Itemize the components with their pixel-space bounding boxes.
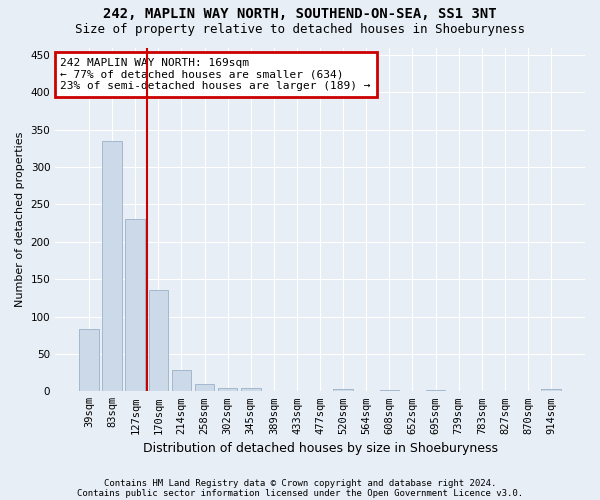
- Text: 242, MAPLIN WAY NORTH, SOUTHEND-ON-SEA, SS1 3NT: 242, MAPLIN WAY NORTH, SOUTHEND-ON-SEA, …: [103, 8, 497, 22]
- Bar: [241, 388, 260, 392]
- Bar: [541, 389, 561, 392]
- Bar: [172, 370, 191, 392]
- Bar: [195, 384, 214, 392]
- Bar: [79, 330, 99, 392]
- X-axis label: Distribution of detached houses by size in Shoeburyness: Distribution of detached houses by size …: [143, 442, 497, 455]
- Bar: [218, 388, 238, 392]
- Text: Size of property relative to detached houses in Shoeburyness: Size of property relative to detached ho…: [75, 22, 525, 36]
- Bar: [426, 390, 445, 392]
- Bar: [125, 220, 145, 392]
- Text: Contains HM Land Registry data © Crown copyright and database right 2024.: Contains HM Land Registry data © Crown c…: [104, 478, 496, 488]
- Y-axis label: Number of detached properties: Number of detached properties: [15, 132, 25, 307]
- Text: 242 MAPLIN WAY NORTH: 169sqm
← 77% of detached houses are smaller (634)
23% of s: 242 MAPLIN WAY NORTH: 169sqm ← 77% of de…: [61, 58, 371, 91]
- Bar: [380, 390, 399, 392]
- Bar: [149, 290, 168, 392]
- Bar: [103, 141, 122, 392]
- Bar: [334, 389, 353, 392]
- Text: Contains public sector information licensed under the Open Government Licence v3: Contains public sector information licen…: [77, 488, 523, 498]
